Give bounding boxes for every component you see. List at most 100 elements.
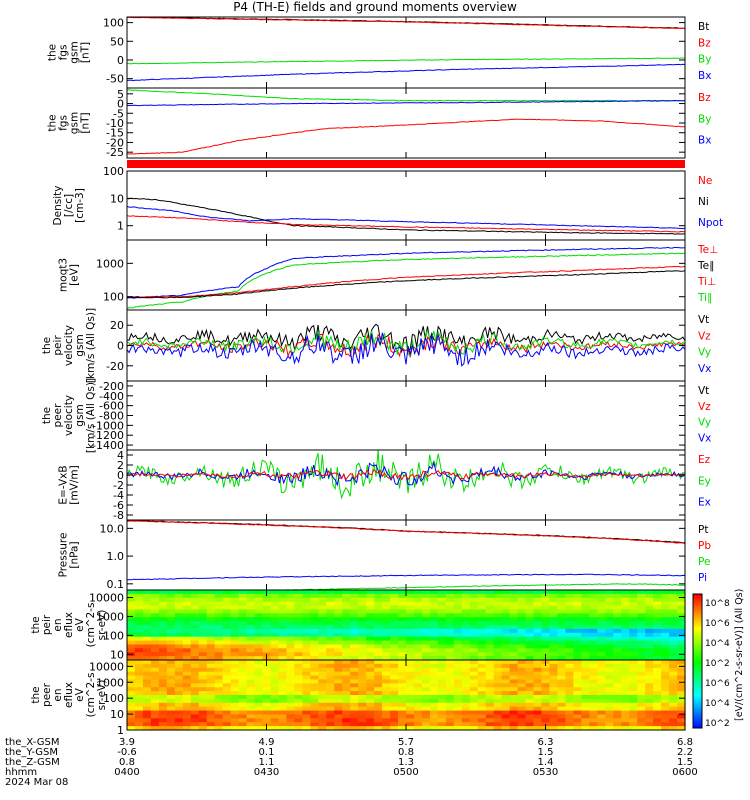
spectrogram-cell <box>246 714 256 719</box>
spectrogram-cell <box>166 726 176 731</box>
spectrogram-cell <box>350 617 359 622</box>
spectrogram-cell <box>493 609 503 614</box>
spectrogram-cell <box>485 644 495 649</box>
spectrogram-cell <box>669 663 678 669</box>
spectrogram-cell <box>525 687 535 692</box>
spectrogram-cell <box>485 593 495 599</box>
spectrogram-cell <box>509 617 519 622</box>
spectrogram-cell <box>533 687 543 692</box>
spectrogram-cell <box>477 601 487 607</box>
spectrogram-cell <box>222 644 232 649</box>
spectrogram-cell <box>589 632 598 638</box>
spectrogram-cell <box>461 601 471 607</box>
spectrogram-cell <box>230 636 240 642</box>
spectrogram-cell <box>302 590 311 595</box>
spectrogram-cell <box>629 601 638 607</box>
spectrogram-cell <box>366 613 375 618</box>
spectrogram-cell <box>310 663 319 669</box>
spectrogram-cell <box>214 663 224 669</box>
spectrogram-cell <box>390 609 399 614</box>
spectrogram-cell <box>565 656 574 661</box>
spectrogram-cell <box>477 706 487 712</box>
spectrogram-cell <box>286 628 295 634</box>
spectrogram-cell <box>661 605 670 611</box>
spectrogram-cell <box>182 679 192 684</box>
spectrogram-cell <box>429 660 439 665</box>
spectrogram-cell <box>342 609 351 614</box>
spectrogram-cell <box>421 702 431 708</box>
spectrogram-cell <box>318 628 327 634</box>
spectrogram-cell <box>270 644 280 649</box>
spectrogram-cell <box>573 636 582 642</box>
spectrogram-cell <box>661 609 670 614</box>
spectrogram-cell <box>661 687 670 692</box>
spectrogram-cell <box>549 683 559 688</box>
spectrogram-cell <box>485 625 495 630</box>
spectrogram-cell <box>398 722 407 727</box>
spectrogram-cell <box>557 698 567 704</box>
spectrogram-cell <box>429 625 439 630</box>
spectrogram-cell <box>581 663 590 669</box>
spectrogram-cell <box>477 613 487 618</box>
spectrogram-cell <box>653 698 662 704</box>
spectrogram-cell <box>541 695 551 700</box>
spectrogram-cell <box>509 695 519 700</box>
spectrogram-cell <box>437 652 447 657</box>
spectrogram-cell <box>661 718 670 723</box>
spectrogram-cell <box>350 648 359 653</box>
spectrogram-cell <box>246 710 256 716</box>
spectrogram-cell <box>174 710 184 716</box>
spectrogram-cell <box>437 706 447 712</box>
spectrogram-cell <box>342 640 351 646</box>
spectrogram-cell <box>533 632 543 638</box>
spectrogram-cell <box>318 644 327 649</box>
spectrogram-cell <box>166 621 176 626</box>
spectrogram-cell <box>166 663 176 669</box>
legend-entry: Vx <box>698 363 711 375</box>
spectrogram-cell <box>174 609 184 614</box>
spectrogram-cell <box>437 714 447 719</box>
spectrogram-cell <box>661 628 670 634</box>
spectrogram-cell <box>645 667 654 673</box>
spectrogram-cell <box>661 726 670 731</box>
spectrogram-cell <box>374 593 383 599</box>
spectrogram-cell <box>605 617 614 622</box>
spectrogram-cell <box>565 718 574 723</box>
spectrogram-cell <box>557 648 567 653</box>
spectrogram-cell <box>557 675 567 681</box>
spectrogram-cell <box>661 660 670 665</box>
spectrogram-cell <box>270 714 280 719</box>
spectrogram-cell <box>334 660 343 665</box>
spectrogram-cell <box>286 656 295 661</box>
spectrogram-cell <box>134 621 144 626</box>
spectrogram-cell <box>661 671 670 677</box>
spectrogram-cell <box>358 628 367 634</box>
y-axis-label: thefgsgsm[nT] <box>47 112 92 134</box>
spectrogram-cell <box>278 621 288 626</box>
spectrogram-cell <box>326 671 335 677</box>
spectrogram-cell <box>637 660 646 665</box>
spectrogram-cell <box>653 601 662 607</box>
spectrogram-cell <box>334 621 343 626</box>
spectrogram-cell <box>326 698 335 704</box>
spectrogram-cell <box>342 671 351 677</box>
spectrogram-cell <box>637 683 646 688</box>
spectrogram-cell <box>254 648 264 653</box>
spectrogram-cell <box>573 601 582 607</box>
spectrogram-cell <box>182 671 192 677</box>
spectrogram-cell <box>469 714 479 719</box>
spectrogram-cell <box>677 706 686 712</box>
y-axis-label-line: [nT] <box>80 42 92 63</box>
spectrogram-cell <box>166 628 176 634</box>
colorbar-cell <box>693 701 702 704</box>
spectrogram-cell <box>254 718 264 723</box>
spectrogram-cell <box>302 648 311 653</box>
spectrogram-cell <box>525 675 535 681</box>
footer-row-label: the_X-GSM <box>5 737 59 748</box>
spectrogram-cell <box>406 617 415 622</box>
spectrogram-cell <box>629 663 638 669</box>
colorbar-tick-label: 10^2 <box>705 659 730 669</box>
y-axis-label-line: [nPa] <box>69 541 81 568</box>
spectrogram-cell <box>342 632 351 638</box>
